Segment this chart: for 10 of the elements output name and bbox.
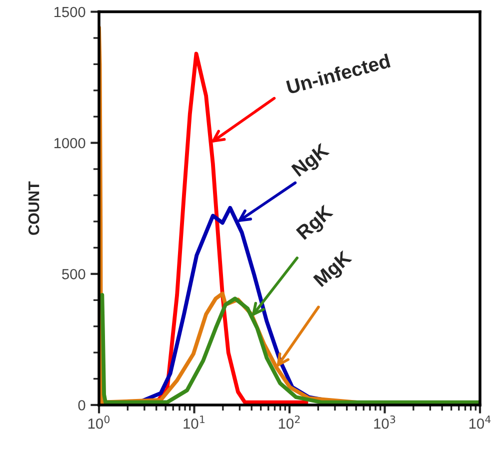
y-tick-label: 1000 — [54, 138, 86, 148]
y-axis-title: COUNT — [28, 181, 40, 235]
x-tick-label: 10$^{2}$ — [278, 415, 300, 429]
y-tick-label: 500 — [62, 269, 86, 280]
x-tick-label: 10$^{3}$ — [374, 415, 396, 429]
y-tick-label: 1500 — [54, 6, 86, 18]
x-tick-label: 10$^{1}$ — [184, 416, 204, 429]
x-tick-label: 10$^{4}$ — [469, 416, 491, 429]
y-tick-label: 0 — [78, 400, 86, 410]
x-tick-label: 10$^{0}$ — [88, 415, 110, 429]
